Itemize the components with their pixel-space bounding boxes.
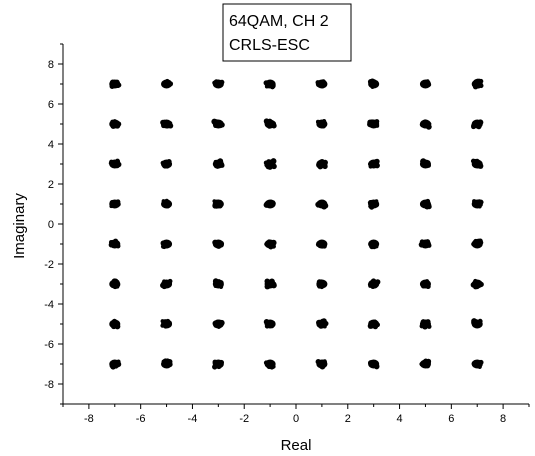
- constellation-point: [212, 239, 225, 249]
- constellation-point: [160, 119, 174, 129]
- x-tick-label: 6: [448, 413, 454, 425]
- constellation-point: [419, 279, 431, 289]
- constellation-point: [263, 118, 277, 129]
- y-tick-label: 4: [48, 139, 54, 151]
- x-tick-label: 4: [396, 413, 402, 425]
- y-tick-label: -6: [44, 339, 54, 351]
- constellation-point: [315, 79, 328, 89]
- constellation-point: [471, 318, 483, 329]
- y-tick-label: -4: [44, 299, 54, 311]
- constellation-point: [263, 79, 276, 90]
- constellation-point: [418, 239, 432, 249]
- constellation-point: [161, 198, 173, 209]
- constellation-point: [263, 359, 276, 370]
- data-points: [108, 78, 484, 370]
- constellation-point: [315, 239, 328, 249]
- x-tick-label: -4: [188, 413, 198, 425]
- constellation-point: [471, 78, 484, 90]
- constellation-point: [264, 278, 277, 290]
- constellation-point: [471, 119, 484, 130]
- y-tick-label: 6: [48, 99, 54, 111]
- constellation-point: [212, 199, 224, 209]
- constellation-point: [108, 238, 121, 249]
- constellation-point: [211, 118, 225, 129]
- constellation-point: [367, 199, 380, 210]
- constellation-point: [419, 158, 431, 169]
- x-tick-label: 8: [500, 413, 506, 425]
- constellation-point: [109, 318, 121, 330]
- constellation-point: [471, 238, 484, 249]
- constellation-point: [212, 278, 224, 289]
- constellation-point: [160, 278, 173, 290]
- constellation-point: [471, 359, 484, 370]
- chart-title-line-2: CRLS-ESC: [229, 37, 310, 54]
- x-axis-title: Real: [281, 437, 312, 454]
- constellation-point: [315, 358, 328, 370]
- constellation-point: [419, 358, 432, 369]
- constellation-point: [160, 318, 173, 329]
- constellation-point: [368, 158, 380, 169]
- constellation-point: [315, 118, 328, 129]
- constellation-point: [212, 359, 225, 370]
- constellation-point: [368, 359, 380, 370]
- constellation-point: [109, 199, 121, 209]
- constellation-point: [212, 79, 225, 89]
- constellation-point: [316, 159, 328, 170]
- x-tick-labels: -8 -6 -4 -2 0 2 4 6 8: [84, 413, 506, 425]
- constellation-point: [367, 119, 380, 129]
- constellation-point: [212, 158, 225, 169]
- chart-title-line-1: 64QAM, CH 2: [229, 13, 329, 30]
- constellation-point: [316, 279, 328, 290]
- constellation-point: [471, 199, 484, 209]
- axes: [58, 43, 530, 409]
- constellation-point: [470, 158, 484, 169]
- constellation-point: [160, 159, 173, 169]
- constellation-point: [109, 79, 122, 89]
- constellation-point: [263, 199, 276, 209]
- x-tick-label: 2: [345, 413, 351, 425]
- y-tick-label: -8: [44, 379, 54, 391]
- constellation-point: [263, 158, 277, 170]
- constellation-point: [109, 359, 122, 370]
- constellation-point: [367, 78, 380, 89]
- constellation-point: [160, 239, 173, 250]
- x-tick-label: -8: [84, 413, 94, 425]
- constellation-point: [108, 158, 122, 169]
- constellation-point: [161, 78, 174, 89]
- chart-title-box: 64QAM, CH 2 CRLS-ESC: [222, 3, 352, 62]
- constellation-point: [419, 319, 432, 330]
- constellation-point: [161, 358, 173, 369]
- x-tick-label: -6: [136, 413, 146, 425]
- constellation-point: [367, 319, 380, 330]
- constellation-point: [264, 239, 277, 250]
- y-tick-label: 8: [48, 59, 54, 71]
- constellation-point: [470, 278, 484, 290]
- constellation-point: [315, 199, 329, 210]
- y-tick-label: -2: [44, 259, 54, 271]
- constellation-point: [109, 278, 121, 290]
- constellation-point: [212, 319, 225, 329]
- constellation-point: [367, 278, 381, 290]
- constellation-point: [419, 119, 432, 130]
- constellation-point: [419, 198, 432, 210]
- constellation-point: [316, 318, 329, 329]
- y-axis-title: Imaginary: [11, 193, 28, 259]
- constellation-point: [109, 119, 122, 129]
- x-tick-label: -2: [239, 413, 249, 425]
- x-tick-label: 0: [293, 413, 299, 425]
- y-tick-label: 2: [48, 179, 54, 191]
- y-tick-label: 0: [48, 219, 54, 231]
- constellation-point: [368, 239, 380, 250]
- y-tick-labels: -8 -6 -4 -2 0 2 4 6 8: [44, 59, 54, 391]
- constellation-point: [263, 319, 276, 329]
- constellation-point: [419, 79, 432, 89]
